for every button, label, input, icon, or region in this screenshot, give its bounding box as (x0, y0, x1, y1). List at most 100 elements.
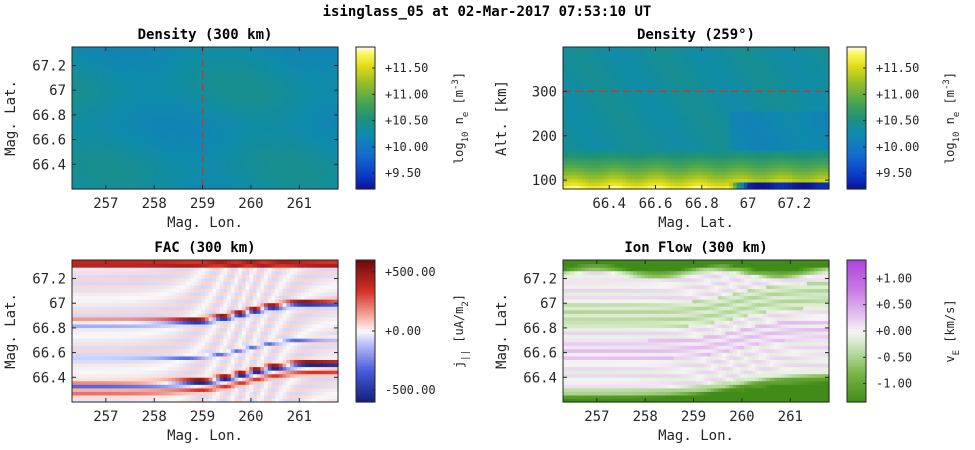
heatmap-cell (304, 50, 310, 55)
heatmap-cell (127, 153, 132, 158)
heatmap-cell (599, 82, 605, 87)
heatmap-cell (330, 103, 335, 108)
heatmap-cell (123, 89, 129, 94)
heatmap-cell (710, 75, 716, 80)
heatmap-cell (323, 142, 328, 147)
heatmap-cell (655, 181, 660, 187)
heatmap-cell (603, 103, 608, 108)
heatmap-cell (90, 125, 95, 130)
heatmap-cell (677, 68, 682, 73)
heatmap-cell (286, 125, 291, 130)
heatmap-cell (681, 93, 686, 98)
heatmap-cell (131, 75, 136, 80)
heatmap-cell (112, 107, 117, 112)
heatmap-cell (278, 78, 284, 84)
heatmap-cell (673, 160, 679, 165)
heatmap-cell (732, 110, 738, 116)
heatmap-cell (696, 75, 701, 80)
heatmap-cell (688, 118, 693, 123)
heatmap-cell (684, 185, 690, 190)
heatmap-cell (732, 185, 738, 190)
heatmap-cell (282, 167, 287, 172)
heatmap-cell (688, 103, 693, 108)
heatmap-cell (681, 47, 686, 52)
heatmap-cell (289, 47, 295, 52)
heatmap-cell (219, 125, 225, 130)
heatmap-cell (175, 114, 180, 119)
heatmap-cell (208, 50, 213, 55)
heatmap-cell (123, 64, 129, 69)
heatmap-cell (271, 100, 276, 105)
heatmap-cell (688, 132, 693, 137)
heatmap-cell (644, 142, 649, 147)
heatmap-cell (312, 139, 317, 144)
heatmap-cell (271, 47, 276, 52)
heatmap-cell (219, 96, 225, 101)
heatmap-cell (644, 149, 649, 155)
heatmap-cell (134, 54, 140, 59)
heatmap-cell (293, 47, 298, 52)
heatmap-cell (94, 181, 99, 187)
heatmap-cell (588, 107, 594, 112)
heatmap-cell (286, 103, 291, 108)
heatmap-cell (278, 96, 284, 101)
heatmap-cell (703, 167, 708, 172)
heatmap-cell (108, 118, 114, 123)
heatmap-cell (636, 64, 642, 69)
heatmap-cell (681, 185, 686, 190)
heatmap-cell (293, 107, 298, 112)
heatmap-cell (585, 121, 590, 126)
heatmap-cell (297, 181, 302, 187)
heatmap-cell (699, 54, 704, 59)
heatmap-cell (75, 181, 80, 187)
heatmap-cell (116, 128, 121, 133)
heatmap-cell (644, 125, 649, 130)
heatmap-cell (138, 89, 143, 94)
heatmap-cell (614, 125, 620, 130)
heatmap-cell (241, 118, 247, 123)
heatmap-cell (245, 118, 250, 123)
heatmap-cell (736, 121, 741, 126)
heatmap-cell (662, 71, 668, 76)
heatmap-cell (644, 50, 649, 55)
heatmap-cell (182, 61, 188, 66)
heatmap-cell (611, 153, 616, 158)
heatmap-cell (289, 50, 295, 55)
heatmap-cell (293, 61, 298, 66)
heatmap-cell (275, 89, 280, 94)
heatmap-cell (725, 178, 730, 183)
heatmap-cell (744, 128, 749, 133)
heatmap-cell (588, 103, 594, 108)
heatmap-cell (607, 149, 612, 155)
heatmap-cell (644, 107, 649, 112)
heatmap-cell (79, 167, 84, 172)
heatmap-cell (718, 181, 723, 187)
heatmap-cell (577, 135, 583, 140)
heatmap-cell (744, 82, 749, 87)
heatmap-cell (101, 107, 106, 112)
heatmap-cell (223, 146, 228, 151)
heatmap-cell (293, 89, 298, 94)
heatmap-cell (736, 149, 741, 155)
heatmap-cell (710, 178, 716, 183)
heatmap-cell (640, 86, 645, 91)
heatmap-cell (714, 82, 719, 87)
heatmap-cell (651, 135, 656, 140)
heatmap-cell (647, 64, 653, 69)
heatmap-cell (186, 171, 191, 176)
heatmap-cell (72, 103, 77, 108)
heatmap-cell (264, 149, 269, 155)
heatmap-cell (131, 68, 136, 73)
heatmap-cell (599, 107, 605, 112)
heatmap-cell (640, 149, 645, 155)
heatmap-cell (249, 125, 254, 130)
heatmap-cell (744, 167, 749, 172)
heatmap-cell (72, 114, 77, 119)
heatmap-cell (581, 78, 586, 84)
heatmap-cell (219, 149, 225, 155)
heatmap-cell (647, 167, 653, 172)
heatmap-cell (662, 47, 668, 52)
heatmap-cell (264, 107, 269, 112)
heatmap-cell (271, 139, 276, 144)
heatmap-cell (105, 149, 110, 155)
